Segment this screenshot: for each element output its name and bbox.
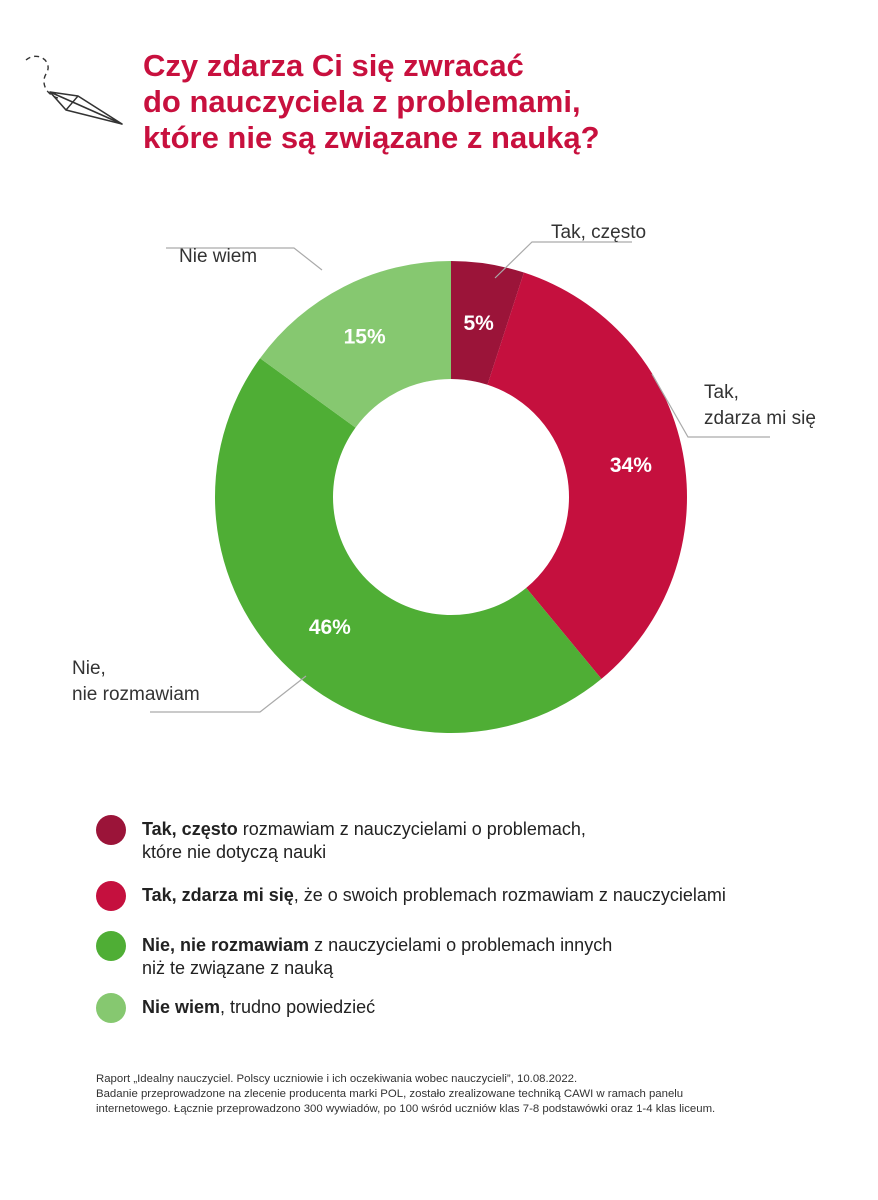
pct-label-tak-zdarza-mi-sie: 34% [610,454,652,477]
legend-bold-nie-wiem: Nie wiem [142,997,221,1017]
callout-tak-zdarza-mi-sie-line-2: zdarza mi się [704,408,816,429]
slice-tak-zdarza-mi-sie [487,272,687,679]
callout-nie-nie-rozmawiam-line-2: nie rozmawiam [72,684,200,705]
legend-rest-nie-nie-rozmawiam: z nauczycielami o problemach innych [309,935,613,955]
legend-line2-nie-nie-rozmawiam: niż te związane z nauką [142,958,334,978]
callout-tak-czesto-line-1: Tak, często [551,222,646,243]
legend-dot-nie-wiem [96,993,126,1023]
page-title: Czy zdarza Ci się zwracać do nauczyciela… [143,48,600,156]
source-note: Raport „Idealny nauczyciel. Polscy uczni… [96,1072,856,1117]
legend-text-tak-czesto: Tak, często rozmawiam z nauczycielami o … [142,818,842,864]
leader-line-tak-zdarza-mi-sie [651,373,770,438]
slice-nie-wiem [260,261,451,428]
legend-bold-tak-zdarza-mi-sie: Tak, zdarza mi się [142,885,294,905]
legend-dot-tak-zdarza-mi-sie [96,881,126,911]
legend-rest-tak-zdarza-mi-sie: , że o swoich problemach rozmawiam z nau… [293,885,726,905]
paper-plane-icon [25,55,123,125]
source-line-1: Raport „Idealny nauczyciel. Polscy uczni… [96,1073,578,1085]
slice-tak-czesto [451,261,524,385]
source-line-2: Badanie przeprowadzone na zlecenie produ… [96,1088,684,1100]
title-line-3: które nie są związane z nauką? [143,120,600,155]
source-line-3: internetowego. Łącznie przeprowadzono 30… [96,1103,716,1115]
legend-bold-nie-nie-rozmawiam: Nie, nie rozmawiam [142,935,310,955]
legend-dot-nie-nie-rozmawiam [96,931,126,961]
donut-chart: 5% 34% 46% 15% Tak, często Tak, zdarza mi się N… [72,222,816,733]
legend-text-nie-nie-rozmawiam: Nie, nie rozmawiam z nauczycielami o pro… [142,934,842,980]
title-line-1: Czy zdarza Ci się zwracać [143,48,524,83]
pct-label-tak-czesto: 5% [464,312,495,335]
leader-line-nie-wiem [166,247,323,271]
pct-label-nie-wiem: 15% [344,325,386,348]
leader-line-nie-nie-rozmawiam [150,675,307,713]
callout-nie-wiem-line-1: Nie wiem [179,246,257,267]
legend-rest-tak-czesto: rozmawiam z nauczycielami o problemach, [237,819,586,839]
callout-tak-zdarza-mi-sie-line-1: Tak, [704,382,739,403]
legend-text-tak-zdarza-mi-sie: Tak, zdarza mi się, że o swoich problema… [142,884,842,907]
pct-label-nie-nie-rozmawiam: 46% [309,616,351,639]
leader-line-tak-czesto [494,241,632,279]
slice-nie-nie-rozmawiam [215,358,602,733]
legend-rest-nie-wiem: , trudno powiedzieć [220,997,376,1017]
legend-dot-tak-czesto [96,815,126,845]
legend-line2-tak-czesto: które nie dotyczą nauki [142,842,327,862]
callout-nie-nie-rozmawiam-line-1: Nie, [72,658,106,679]
legend-text-nie-wiem: Nie wiem, trudno powiedzieć [142,996,842,1019]
title-line-2: do nauczyciela z problemami, [143,84,581,119]
legend-bold-tak-czesto: Tak, często [142,819,238,839]
